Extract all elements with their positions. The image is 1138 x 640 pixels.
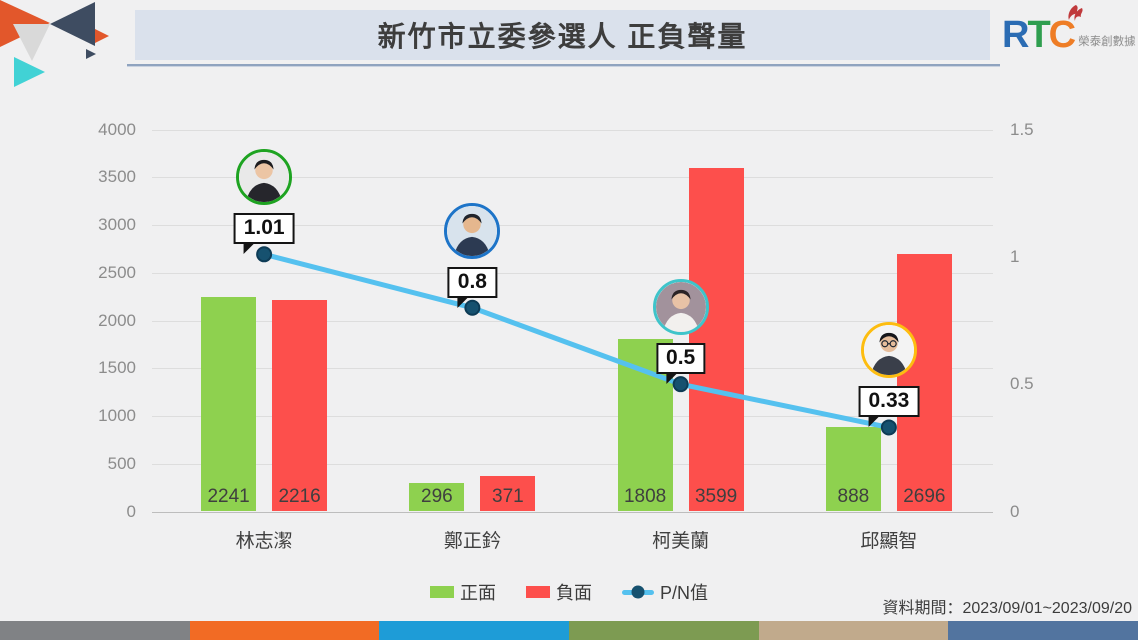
y-axis-right-tick-label: 0	[1010, 501, 1020, 521]
legend-swatch	[525, 586, 550, 598]
y-axis-right-tick-label: 1	[1010, 246, 1020, 266]
rtc-letter-c: C	[1049, 5, 1083, 54]
pn-value-text: 0.8	[457, 269, 487, 293]
pn-value-text: 1.01	[243, 216, 285, 240]
bar-negative: 2216	[272, 299, 328, 512]
y-axis-right-tick-label: 1.5	[1010, 119, 1034, 139]
callout-tail	[457, 295, 470, 308]
legend-item-negative: 負面	[525, 579, 592, 605]
legend-item-positive: 正面	[429, 579, 496, 605]
bottom-stripe	[0, 621, 1138, 640]
y-axis-left-tick-label: 2500	[98, 262, 136, 282]
pn-value-callout: 0.5	[656, 343, 706, 385]
stripe-segment	[189, 621, 380, 640]
y-axis-left-tick-label: 0	[126, 501, 136, 521]
bar-positive: 2241	[201, 297, 257, 512]
bar-positive: 296	[409, 483, 465, 512]
category-label: 邱顯智	[860, 531, 918, 552]
gridline	[152, 463, 993, 465]
pn-line	[261, 251, 892, 430]
pn-value-callout: 0.33	[858, 386, 920, 428]
candidate-avatar	[652, 279, 709, 336]
y-axis-left-tick-label: 3500	[98, 167, 136, 187]
candidate-avatar	[444, 202, 501, 259]
gridline	[152, 177, 993, 179]
y-axis-left-tick-label: 2000	[98, 310, 136, 330]
candidate-avatar	[860, 322, 917, 379]
stripe-segment	[948, 621, 1138, 640]
y-axis-left-tick-label: 1500	[98, 358, 136, 378]
rtc-letters: R T C	[1002, 5, 1083, 56]
chart-legend: 正面 負面 P/N值	[0, 579, 1138, 605]
legend-line-marker	[621, 585, 654, 599]
stripe-segment	[758, 621, 949, 640]
bar-negative: 3599	[688, 167, 744, 512]
legend-label: 正面	[459, 583, 496, 603]
gridline	[152, 129, 993, 131]
category-label: 柯美蘭	[652, 531, 710, 552]
rtc-tagline: 榮泰創數據	[1078, 36, 1136, 48]
rtc-letter-t: T	[1027, 14, 1050, 56]
legend-line-dot	[631, 585, 645, 599]
y-axis-left-tick-label: 500	[107, 453, 136, 473]
rtc-logo: R T C 榮泰創數據	[1002, 5, 1136, 56]
pn-value-callout: 0.8	[447, 266, 497, 308]
pn-value-text: 0.33	[868, 389, 910, 413]
y-axis-left-tick-label: 1000	[98, 406, 136, 425]
category-label: 鄭正鈐	[443, 531, 501, 552]
callout-tail	[243, 242, 256, 255]
y-axis-left-tick-label: 3000	[98, 215, 136, 234]
page-title: 新竹市立委參選人 正負聲量	[377, 21, 748, 52]
bar-value-label: 888	[837, 486, 870, 508]
bar-value-label: 2696	[903, 486, 946, 508]
category-label: 林志潔	[235, 531, 293, 552]
pn-dot	[880, 419, 897, 436]
legend-label: 負面	[555, 583, 592, 603]
bar-positive: 888	[825, 426, 881, 512]
gridline	[152, 511, 993, 513]
bar-value-label: 371	[492, 486, 524, 508]
pn-value-text: 0.5	[666, 346, 696, 370]
callout-tail	[868, 415, 881, 428]
title-underline	[127, 64, 1000, 67]
triangles-logo	[0, 0, 109, 87]
bar-value-label: 3599	[694, 486, 738, 508]
y-axis-right-tick-label: 0.5	[1010, 374, 1034, 394]
legend-item-pn: P/N值	[621, 579, 708, 605]
gridline	[152, 225, 993, 226]
legend-label: P/N值	[659, 583, 708, 603]
stripe-segment	[379, 621, 570, 640]
stripe-segment	[0, 621, 190, 640]
legend-swatch	[429, 586, 454, 598]
data-period-label: 資料期間：2023/09/01~2023/09/20	[882, 600, 1132, 617]
stripe-segment	[569, 621, 759, 640]
rtc-letter-r: R	[1002, 14, 1029, 56]
title-banner: 新竹市立委參選人 正負聲量	[135, 10, 990, 60]
gridline	[152, 272, 993, 274]
bar-value-label: 296	[421, 486, 453, 508]
bar-value-label: 2241	[207, 486, 250, 508]
bar-negative: 2696	[896, 254, 952, 512]
flame-icon	[1068, 5, 1083, 21]
callout-tail	[666, 372, 679, 385]
pn-dot	[256, 246, 273, 263]
bar-value-label: 2216	[278, 486, 321, 508]
bar-value-label: 1808	[623, 486, 667, 508]
bar-negative: 371	[480, 476, 536, 512]
pn-value-callout: 1.01	[233, 213, 295, 255]
y-axis-left-tick-label: 4000	[98, 119, 136, 139]
candidate-avatar	[236, 149, 293, 206]
